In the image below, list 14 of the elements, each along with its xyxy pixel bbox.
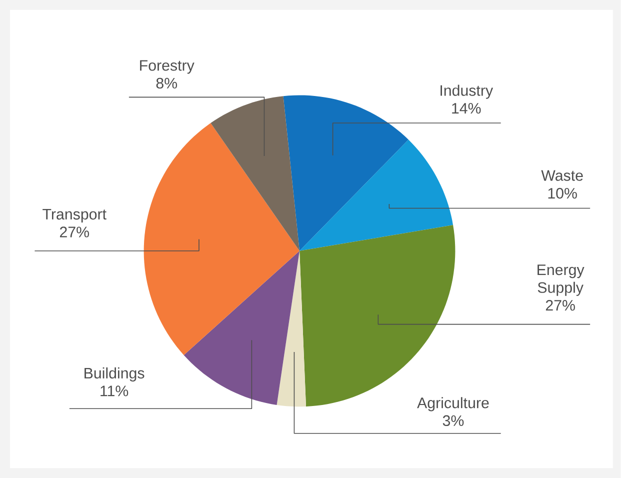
data-label: 27% bbox=[60, 226, 90, 238]
slice-label: Buildings bbox=[84, 367, 144, 382]
slice-label: Waste bbox=[541, 170, 583, 181]
data-label: 8% bbox=[156, 78, 178, 89]
data-label: 27% bbox=[546, 300, 575, 311]
data-label: 14% bbox=[452, 102, 481, 114]
data-label: 10% bbox=[548, 188, 577, 199]
data-label: 3% bbox=[442, 415, 464, 426]
slice-label: Transport bbox=[42, 209, 106, 223]
slice-label: Agriculture bbox=[417, 397, 489, 412]
slice-label: Industry bbox=[440, 84, 494, 99]
slice-label: Energy Supply bbox=[538, 264, 584, 296]
data-label: 11% bbox=[100, 386, 128, 396]
slice-label: Forestry bbox=[140, 60, 194, 74]
